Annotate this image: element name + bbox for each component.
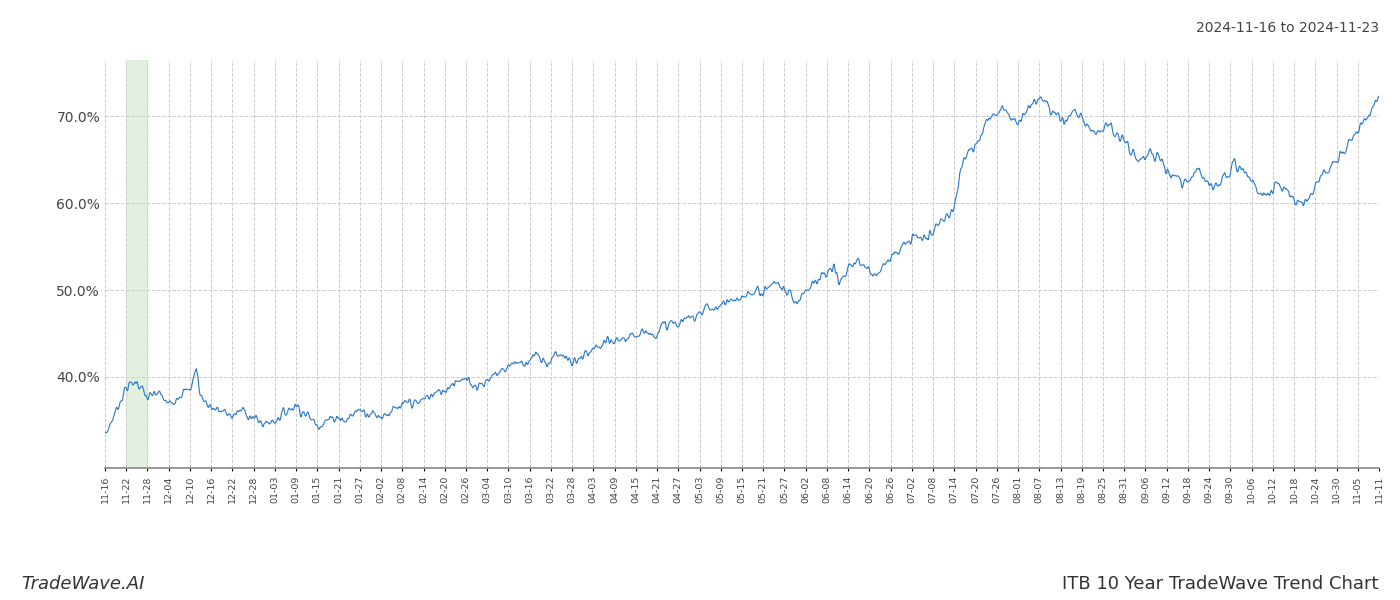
- Bar: [126, 60, 147, 468]
- Text: ITB 10 Year TradeWave Trend Chart: ITB 10 Year TradeWave Trend Chart: [1063, 575, 1379, 593]
- Text: 2024-11-16 to 2024-11-23: 2024-11-16 to 2024-11-23: [1196, 21, 1379, 35]
- Text: TradeWave.AI: TradeWave.AI: [21, 575, 144, 593]
